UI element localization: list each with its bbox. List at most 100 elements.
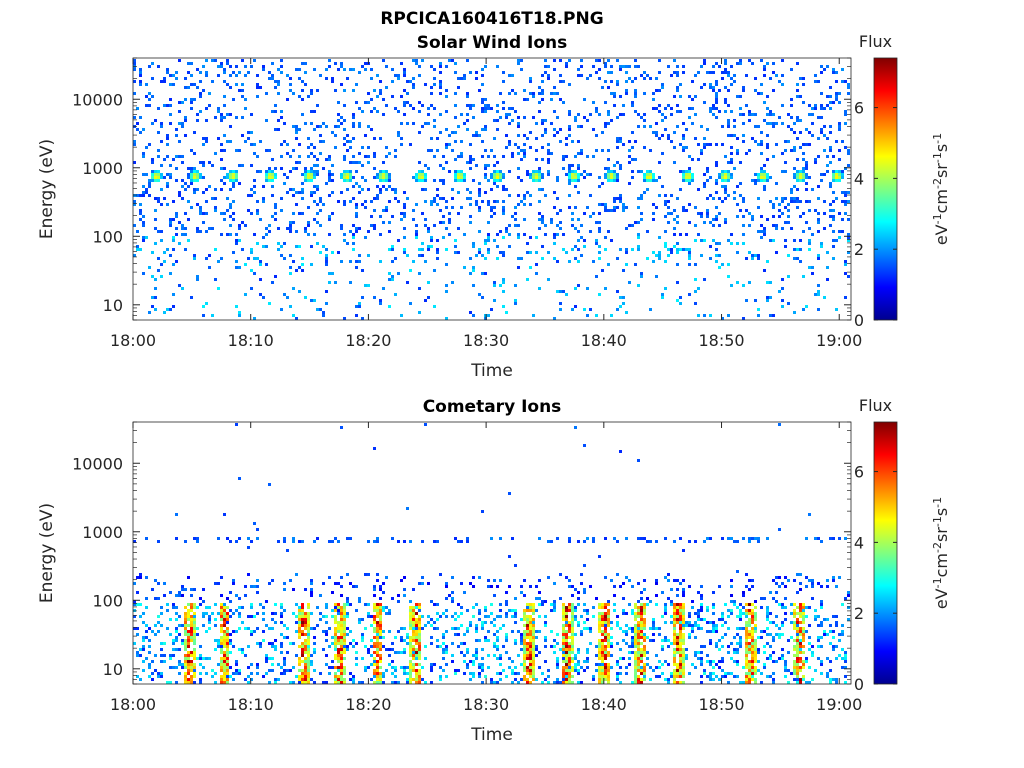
- heatmap-cell: [532, 669, 535, 672]
- heatmap-cell: [598, 113, 601, 116]
- heatmap-cell: [583, 540, 586, 543]
- heatmap-cell: [520, 585, 523, 588]
- heatmap-cell: [364, 627, 367, 630]
- heatmap-cell: [463, 660, 466, 663]
- heatmap-cell: [844, 260, 847, 263]
- heatmap-cell: [445, 110, 448, 113]
- heatmap-cell: [742, 242, 745, 245]
- heatmap-cell: [385, 104, 388, 107]
- heatmap-cell: [523, 233, 526, 236]
- heatmap-cell: [220, 618, 223, 621]
- heatmap-cell: [529, 648, 532, 651]
- heatmap-cell: [604, 639, 607, 642]
- heatmap-cell: [340, 224, 343, 227]
- heatmap-cell: [736, 215, 739, 218]
- heatmap-cell: [226, 669, 229, 672]
- heatmap-cell: [610, 179, 613, 182]
- heatmap-cell: [208, 657, 211, 660]
- heatmap-cell: [637, 663, 640, 666]
- heatmap-cell: [301, 672, 304, 675]
- heatmap-cell: [640, 630, 643, 633]
- heatmap-cell: [136, 230, 139, 233]
- heatmap-cell: [544, 128, 547, 131]
- heatmap-cell: [490, 107, 493, 110]
- heatmap-cell: [262, 675, 265, 678]
- heatmap-cell: [343, 603, 346, 606]
- heatmap-cell: [502, 254, 505, 257]
- heatmap-cell: [559, 681, 562, 684]
- heatmap-cell: [559, 128, 562, 131]
- heatmap-cell: [136, 627, 139, 630]
- heatmap-cell: [484, 272, 487, 275]
- heatmap-cell: [553, 206, 556, 209]
- heatmap-cell: [445, 290, 448, 293]
- heatmap-cell: [766, 218, 769, 221]
- heatmap-cell: [760, 215, 763, 218]
- heatmap-cell: [256, 591, 259, 594]
- heatmap-cell: [832, 68, 835, 71]
- heatmap-cell: [295, 167, 298, 170]
- heatmap-cell: [148, 663, 151, 666]
- heatmap-cell: [226, 176, 229, 179]
- heatmap-cell: [265, 179, 268, 182]
- heatmap-cell: [793, 185, 796, 188]
- heatmap-cell: [481, 83, 484, 86]
- heatmap-cell: [412, 107, 415, 110]
- heatmap-cell: [355, 314, 358, 317]
- heatmap-cell: [550, 645, 553, 648]
- heatmap-cell: [745, 299, 748, 302]
- heatmap-cell: [445, 128, 448, 131]
- heatmap-cell: [679, 95, 682, 98]
- heatmap-cell: [763, 119, 766, 122]
- heatmap-cell: [547, 681, 550, 684]
- heatmap-cell: [619, 648, 622, 651]
- heatmap-cell: [655, 89, 658, 92]
- heatmap-cell: [523, 642, 526, 645]
- heatmap-cell: [298, 630, 301, 633]
- heatmap-cell: [760, 179, 763, 182]
- heatmap-cell: [418, 173, 421, 176]
- heatmap-cell: [385, 648, 388, 651]
- heatmap-cell: [379, 588, 382, 591]
- heatmap-cell: [214, 197, 217, 200]
- heatmap-cell: [361, 618, 364, 621]
- heatmap-cell: [766, 95, 769, 98]
- heatmap-cell: [394, 293, 397, 296]
- heatmap-cell: [175, 212, 178, 215]
- heatmap-cell: [418, 645, 421, 648]
- heatmap-cell: [580, 254, 583, 257]
- heatmap-cell: [220, 651, 223, 654]
- heatmap-cell: [532, 176, 535, 179]
- heatmap-cell: [250, 164, 253, 167]
- heatmap-cell: [298, 128, 301, 131]
- heatmap-cell: [607, 179, 610, 182]
- heatmap-cell: [337, 666, 340, 669]
- heatmap-cell: [397, 134, 400, 137]
- heatmap-cell: [547, 576, 550, 579]
- heatmap-cell: [673, 245, 676, 248]
- heatmap-cell: [484, 606, 487, 609]
- heatmap-cell: [700, 149, 703, 152]
- heatmap-cell: [562, 660, 565, 663]
- heatmap-cell: [784, 239, 787, 242]
- heatmap-cell: [685, 146, 688, 149]
- heatmap-cell: [613, 164, 616, 167]
- heatmap-cell: [556, 537, 559, 540]
- heatmap-cell: [376, 579, 379, 582]
- heatmap-cell: [634, 636, 637, 639]
- heatmap-cell: [622, 65, 625, 68]
- heatmap-cell: [538, 188, 541, 191]
- heatmap-cell: [250, 194, 253, 197]
- heatmap-cell: [433, 83, 436, 86]
- heatmap-cell: [340, 675, 343, 678]
- heatmap-cell: [427, 281, 430, 284]
- heatmap-cell: [160, 624, 163, 627]
- heatmap-cell: [838, 173, 841, 176]
- heatmap-cell: [598, 68, 601, 71]
- heatmap-cell: [220, 609, 223, 612]
- heatmap-cell: [178, 122, 181, 125]
- heatmap-cell: [679, 630, 682, 633]
- heatmap-cell: [514, 609, 517, 612]
- heatmap-cell: [610, 314, 613, 317]
- heatmap-cell: [346, 615, 349, 618]
